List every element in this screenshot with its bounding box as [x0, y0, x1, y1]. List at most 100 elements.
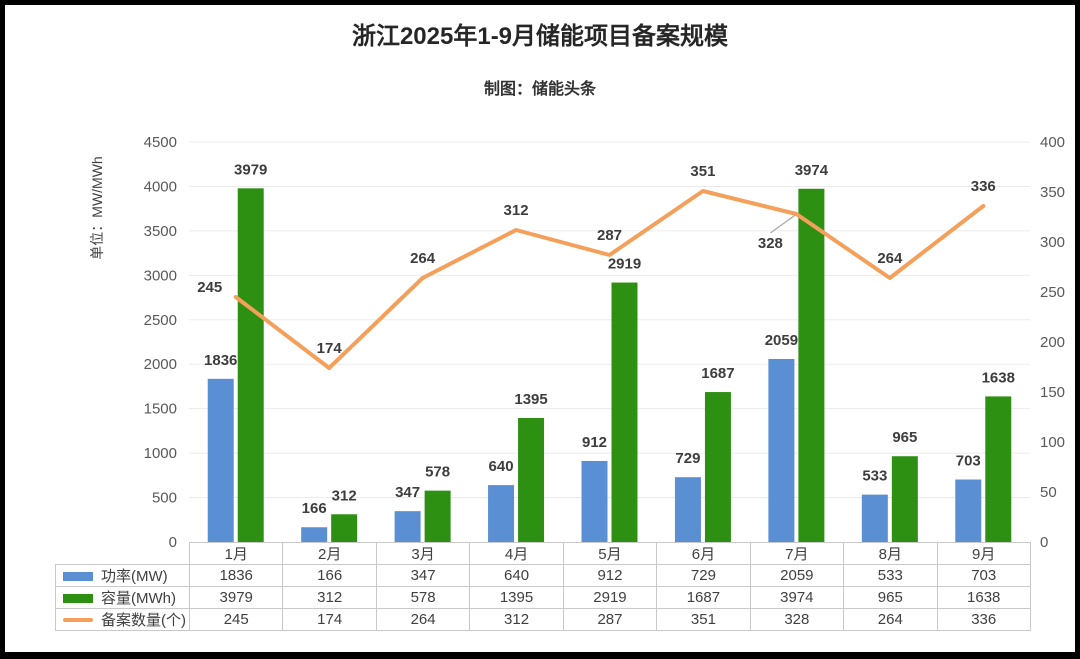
capacity-bar [891, 456, 918, 542]
power-value-cell: 1836 [188, 564, 284, 587]
month-header-cell: 6月 [656, 542, 751, 565]
capacity-bar [237, 188, 264, 543]
chart-title: 浙江2025年1-9月储能项目备案规模 [351, 23, 729, 50]
right-axis-tick: 100 [1040, 434, 1065, 451]
left-axis-tick: 0 [169, 534, 177, 551]
right-axis-tick: 200 [1040, 334, 1065, 351]
filings-value-label: 245 [197, 279, 222, 296]
filings-value-cell: 245 [188, 608, 284, 631]
right-axis-tick: 400 [1040, 134, 1065, 151]
capacity-bar-value-label: 3979 [234, 161, 267, 178]
left-axis-tick: 1500 [144, 401, 177, 418]
power-bar [861, 494, 888, 542]
left-axis-title: 单位：MW/MWh [89, 156, 105, 260]
chart-subtitle: 制图：储能头条 [483, 81, 596, 98]
capacity-value-cell: 578 [375, 586, 471, 609]
month-header-cell: 2月 [282, 542, 377, 565]
left-axis-tick: 500 [152, 490, 177, 507]
power-value-cell: 912 [562, 564, 658, 587]
power-bar-value-label: 2059 [765, 332, 798, 349]
capacity-bar [798, 188, 825, 542]
power-bar-value-label: 912 [582, 434, 607, 451]
series-label-cell: 备案数量(个) [55, 608, 190, 631]
power-value-cell: 533 [843, 564, 938, 587]
month-header-cell: 9月 [936, 542, 1031, 565]
capacity-bar [518, 418, 545, 542]
capacity-bar [331, 514, 358, 542]
right-axis-tick: 350 [1040, 184, 1065, 201]
left-axis-tick: 2000 [144, 356, 177, 373]
data-table: 1月 2月 3月 4月 5月 6月 7月 8月 9月 功率(MW) 1836 166 347 640 912… [55, 542, 1031, 631]
power-bar-value-label: 347 [395, 484, 420, 501]
series-label-cell: 容量(MWh) [55, 586, 190, 609]
filings-value-label: 264 [410, 250, 436, 267]
capacity-bar-value-label: 578 [425, 464, 450, 481]
power-bar [301, 527, 328, 542]
label-leader-line [770, 214, 796, 234]
filings-value-cell: 287 [562, 608, 658, 631]
power-bar-value-label: 166 [302, 500, 327, 517]
capacity-bar-value-label: 965 [892, 429, 917, 446]
series-label-cell: 功率(MW) [55, 564, 190, 587]
capacity-bar-value-label: 1395 [514, 391, 547, 408]
power-bar-value-label: 640 [489, 458, 514, 475]
power-bar-value-label: 1836 [204, 352, 237, 369]
right-axis-tick: 150 [1040, 384, 1065, 401]
power-bar-value-label: 729 [675, 450, 700, 467]
series-name-label: 功率(MW) [101, 568, 168, 585]
capacity-bar [985, 396, 1012, 542]
power-value-cell: 166 [282, 564, 377, 587]
series-name-label: 容量(MWh) [101, 590, 176, 607]
capacity-bar-value-label: 3974 [795, 162, 829, 179]
filings-value-cell: 264 [375, 608, 471, 631]
month-header-cell: 4月 [469, 542, 564, 565]
month-header-cell: 1月 [188, 542, 284, 565]
power-bar [207, 378, 234, 542]
table-row: 备案数量(个) 245 174 264 312 287 351 328 264 336 [55, 608, 1031, 631]
capacity-value-cell: 965 [843, 586, 938, 609]
filings-value-label: 336 [971, 178, 996, 195]
filings-value-cell: 312 [469, 608, 564, 631]
left-axis-tick: 3500 [144, 223, 177, 240]
table-row: 容量(MWh) 3979 312 578 1395 2919 1687 3974 965 1638 [55, 586, 1031, 609]
power-value-cell: 729 [656, 564, 751, 587]
right-axis-tick: 50 [1040, 484, 1057, 501]
capacity-bar-value-label: 1638 [982, 369, 1015, 386]
capacity-value-cell: 1395 [469, 586, 564, 609]
chart-data-table: 1月 2月 3月 4月 5月 6月 7月 8月 9月 功率(MW) 1836 166 347 640 912… [55, 542, 1031, 631]
filings-value-cell: 264 [843, 608, 938, 631]
capacity-value-cell: 1687 [656, 586, 751, 609]
filings-value-label: 174 [317, 340, 343, 357]
right-axis-tick: 300 [1040, 234, 1065, 251]
right-axis-tick: 0 [1040, 534, 1048, 551]
power-bar [955, 479, 982, 542]
filings-value-cell: 336 [936, 608, 1031, 631]
capacity-bar [611, 282, 638, 542]
capacity-value-cell: 2919 [562, 586, 658, 609]
filings-value-cell: 328 [749, 608, 845, 631]
power-value-cell: 703 [936, 564, 1031, 587]
power-value-cell: 347 [375, 564, 471, 587]
power-bar [581, 460, 608, 542]
filings-legend-swatch-icon [63, 618, 93, 623]
capacity-legend-swatch-icon [63, 593, 93, 603]
table-row: 功率(MW) 1836 166 347 640 912 729 2059 533 703 [55, 564, 1031, 587]
left-axis-tick: 3000 [144, 267, 177, 284]
power-bar-value-label: 703 [956, 453, 981, 470]
filings-value-label: 264 [877, 250, 903, 267]
filings-value-cell: 351 [656, 608, 751, 631]
capacity-value-cell: 312 [282, 586, 377, 609]
month-header-cell: 7月 [749, 542, 845, 565]
right-axis-tick: 250 [1040, 284, 1065, 301]
capacity-bar-value-label: 312 [332, 487, 357, 504]
power-value-cell: 2059 [749, 564, 845, 587]
table-corner-blank [56, 543, 190, 565]
left-axis-tick: 1000 [144, 445, 177, 462]
left-axis-tick: 2500 [144, 312, 177, 329]
power-value-cell: 640 [469, 564, 564, 587]
power-bar [488, 485, 515, 542]
filings-value-label: 351 [690, 163, 715, 180]
month-header-cell: 5月 [562, 542, 658, 565]
power-legend-swatch-icon [63, 571, 93, 581]
